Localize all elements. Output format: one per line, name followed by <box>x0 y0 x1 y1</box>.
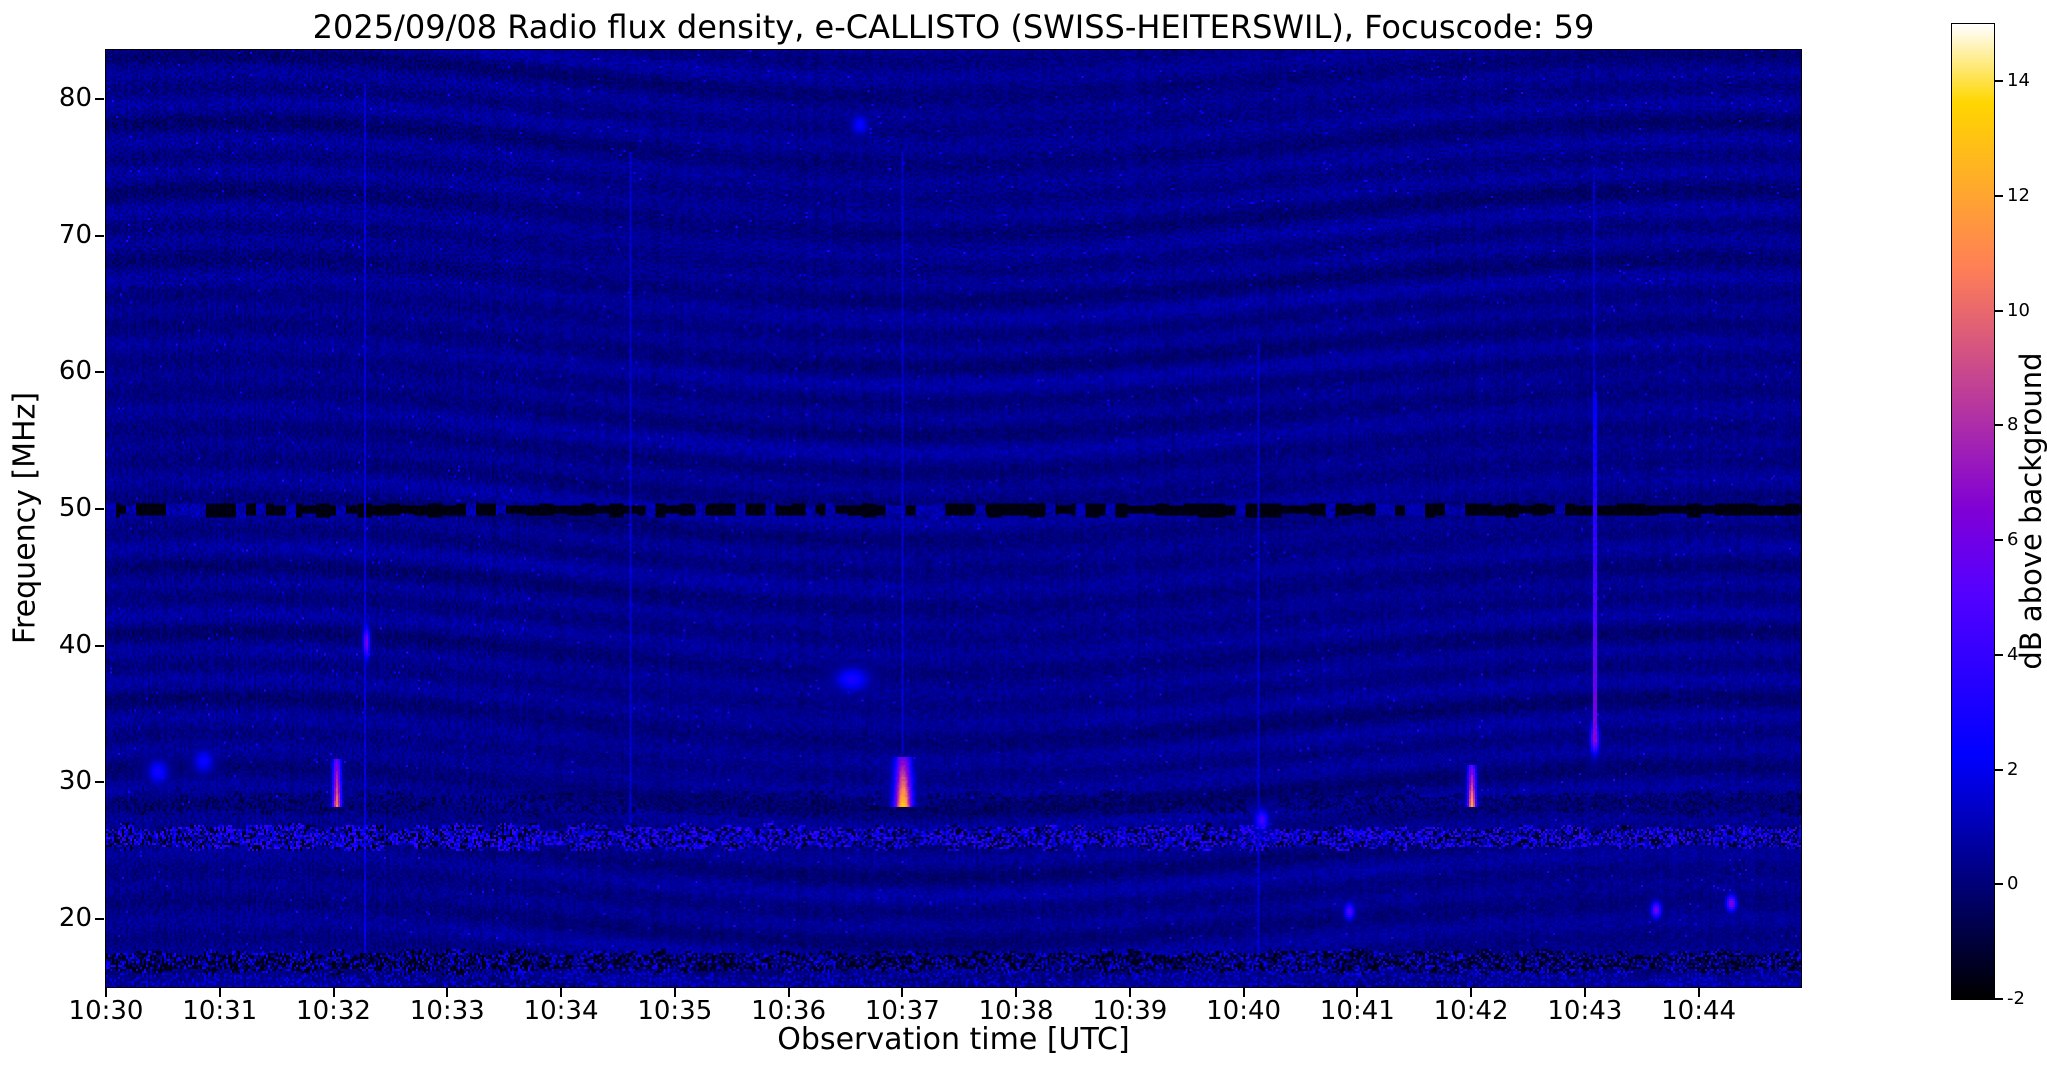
x-tick-mark <box>901 988 904 997</box>
y-tick-mark <box>95 917 104 920</box>
colorbar-tick-mark <box>1995 80 2003 83</box>
y-tick-mark <box>95 371 104 374</box>
x-tick-label: 10:40 <box>1206 996 1282 1026</box>
x-tick-label: 10:35 <box>637 996 713 1026</box>
x-tick-mark <box>1242 988 1245 997</box>
colorbar-tick-mark <box>1995 998 2003 1000</box>
x-tick-label: 10:41 <box>1319 996 1395 1026</box>
y-tick-label: 40 <box>58 629 92 660</box>
x-tick-label: 10:42 <box>1433 996 1509 1026</box>
x-tick-label: 10:39 <box>1092 996 1168 1026</box>
spectrogram-heatmap <box>105 49 1802 988</box>
y-axis-label: Frequency [MHz] <box>7 391 43 645</box>
x-tick-label: 10:36 <box>751 996 827 1026</box>
colorbar-tick-mark <box>1995 539 2003 542</box>
x-tick-label: 10:38 <box>978 996 1054 1026</box>
colorbar-label: dB above background <box>2014 352 2047 670</box>
x-tick-mark <box>560 988 563 997</box>
x-tick-mark <box>1128 988 1131 997</box>
x-tick-mark <box>218 988 221 997</box>
y-tick-label: 80 <box>58 83 92 114</box>
x-tick-mark <box>1015 988 1018 997</box>
colorbar-tick-label: 14 <box>2007 70 2030 92</box>
x-tick-mark <box>1356 988 1359 997</box>
x-tick-label: 10:31 <box>182 996 258 1026</box>
x-tick-mark <box>1583 988 1586 997</box>
colorbar-tick-label: 0 <box>2007 873 2019 895</box>
x-tick-mark <box>446 988 449 997</box>
x-tick-label: 10:37 <box>864 996 940 1026</box>
x-tick-mark <box>332 988 335 997</box>
x-tick-label: 10:34 <box>523 996 599 1026</box>
x-axis-label: Observation time [UTC] <box>777 1022 1130 1057</box>
x-tick-label: 10:30 <box>68 996 144 1026</box>
colorbar-tick-mark <box>1995 195 2003 198</box>
y-tick-mark <box>95 234 104 237</box>
colorbar-tick-label: 2 <box>2007 758 2019 780</box>
x-tick-label: 10:44 <box>1661 996 1737 1026</box>
x-tick-label: 10:43 <box>1547 996 1623 1026</box>
y-tick-label: 30 <box>58 766 92 797</box>
y-tick-label: 20 <box>58 902 92 933</box>
y-tick-mark <box>95 781 104 784</box>
y-tick-mark <box>95 644 104 647</box>
x-tick-mark <box>105 988 107 997</box>
colorbar-tick-label: 8 <box>2007 414 2019 436</box>
colorbar-tick-mark <box>1995 653 2003 656</box>
chart-title: 2025/09/08 Radio flux density, e-CALLIST… <box>312 8 1595 46</box>
colorbar-tick-label: 6 <box>2007 529 2019 551</box>
y-tick-label: 60 <box>58 356 92 387</box>
x-tick-mark <box>673 988 676 997</box>
colorbar-tick-mark <box>1995 768 2003 771</box>
y-tick-mark <box>95 507 104 510</box>
colorbar-tick-label: 10 <box>2007 299 2030 321</box>
x-tick-label: 10:33 <box>409 996 485 1026</box>
colorbar-tick-mark <box>1995 424 2003 427</box>
colorbar-tick-mark <box>1995 309 2003 312</box>
x-tick-mark <box>787 988 790 997</box>
colorbar-tick-label: 12 <box>2007 185 2030 207</box>
y-tick-mark <box>95 98 104 101</box>
y-tick-label: 70 <box>58 219 92 250</box>
x-tick-label: 10:32 <box>296 996 371 1026</box>
x-tick-mark <box>1470 988 1473 997</box>
y-tick-label: 50 <box>58 492 92 523</box>
colorbar-tick-label: -2 <box>2007 988 2025 1009</box>
colorbar-tick-mark <box>1995 883 2003 886</box>
colorbar-tick-label: 4 <box>2007 643 2019 665</box>
colorbar <box>1951 23 1995 1000</box>
x-tick-mark <box>1697 988 1700 997</box>
